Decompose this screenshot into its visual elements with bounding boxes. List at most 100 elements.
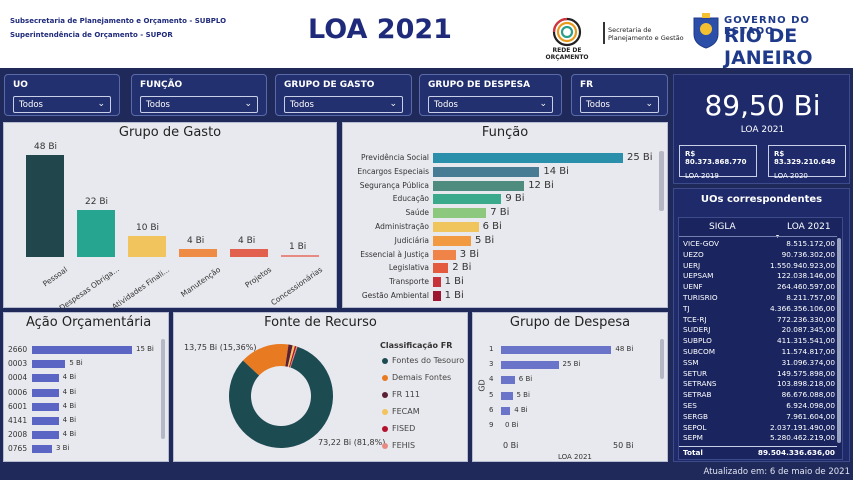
sigla-cell: SUDERJ — [683, 325, 711, 335]
table-row[interactable]: TURISRIO 8.211.757,00 — [679, 293, 837, 303]
bar — [501, 376, 515, 385]
dropdown-value: Todos — [434, 100, 458, 110]
value-cell: 264.460.597,00 — [776, 282, 835, 292]
col-sigla-header[interactable]: SIGLA — [709, 222, 736, 232]
bar — [433, 263, 449, 274]
grupo-despesa-dropdown[interactable]: Todos ⌄ — [428, 96, 553, 113]
value-cell: 7.961.604,00 — [786, 411, 835, 421]
table-row[interactable]: SES 6.924.098,00 — [679, 401, 837, 411]
category-label: Essencial à Justiça — [360, 249, 429, 259]
table-row[interactable]: SETUR 149.575.898,00 — [679, 369, 837, 379]
category-label: Saúde — [405, 208, 430, 218]
uos-panel: UOs correspondentes SIGLA LOA 2021 ▾ VIC… — [673, 188, 850, 462]
donut-slice[interactable] — [287, 345, 295, 368]
bar — [501, 346, 612, 354]
table-row[interactable]: SUBCOM 11.574.817,00 — [679, 347, 837, 357]
bar-value-label: 22 Bi — [85, 197, 108, 208]
category-label: Judiciária — [394, 235, 429, 245]
sigla-cell: SERGB — [683, 411, 708, 421]
table-row[interactable]: UEZO 90.736.302,00 — [679, 250, 837, 260]
bar-value-label: 4 Bi — [62, 430, 77, 439]
sigla-cell: TCE-RJ — [683, 314, 707, 324]
table-row[interactable]: SUBPLO 411.315.541,00 — [679, 336, 837, 346]
legend-label: FISED — [392, 424, 416, 433]
value-cell: 1.550.940.923,00 — [770, 260, 835, 270]
funcao-panel: Função Previdência Social 25 Bi Encargos E… — [342, 122, 668, 308]
kpi-label: LOA 2021 — [740, 125, 785, 135]
chevron-down-icon: ⌄ — [389, 99, 397, 109]
bar — [77, 210, 115, 257]
category-label: 4141 — [8, 416, 28, 425]
scrollbar[interactable] — [161, 339, 165, 439]
donut-slice[interactable] — [285, 344, 293, 367]
bar-value-label: 4 Bi — [62, 387, 77, 396]
bar-value-label: 1 Bi — [289, 241, 307, 252]
bar — [433, 291, 441, 301]
grupo-gasto-dropdown[interactable]: Todos ⌄ — [284, 96, 403, 113]
bar-value-label: 4 Bi — [514, 405, 528, 414]
table-row[interactable]: SSM 31.096.374,00 — [679, 358, 837, 368]
bar-value-label: 6 Bi — [518, 375, 533, 384]
total-label: Total — [683, 448, 703, 457]
table-row[interactable]: SEPM 5.280.462.219,00 — [679, 433, 837, 443]
secretaria-line-1: Secretaria de — [608, 26, 652, 34]
kpi-card: 89,50 Bi LOA 2021 R$ 80.373.868.770 LOA … — [673, 74, 850, 184]
panel-title: Fonte de Recurso — [264, 315, 377, 330]
bar — [433, 194, 502, 205]
table-row[interactable]: UEPSAM 122.038.146,00 — [679, 271, 837, 281]
table-row[interactable]: SETRANS 103.898.218,00 — [679, 379, 837, 389]
filter-label: GRUPO DE DESPESA — [428, 80, 531, 90]
bar-value-label: 5 Bi — [69, 359, 83, 368]
filter-fr: FR Todos ⌄ — [571, 74, 668, 116]
bar — [179, 248, 217, 257]
table-row[interactable]: SERGB 7.961.604,00 — [679, 412, 837, 422]
uo-dropdown[interactable]: Todos ⌄ — [13, 96, 111, 113]
kpi-loa2020: R$ 83.329.210.649 LOA 2020 — [768, 145, 846, 180]
table-row[interactable]: TCE-RJ 772.236.330,00 — [679, 315, 837, 325]
value-cell: 772.236.330,00 — [776, 314, 835, 324]
chevron-down-icon: ⌄ — [539, 99, 547, 109]
donut-slice[interactable] — [289, 345, 297, 368]
bar — [433, 249, 456, 260]
table-row[interactable]: SETRAB 86.676.088,00 — [679, 390, 837, 400]
value-cell: 11.574.817,00 — [781, 347, 835, 356]
filter-grupo-despesa: GRUPO DE DESPESA Todos ⌄ — [419, 74, 562, 116]
tick-50: 50 Bi — [613, 441, 634, 450]
bar — [501, 406, 511, 415]
donut-slice[interactable] — [229, 346, 333, 448]
bar-value-label: 48 Bi — [34, 142, 57, 152]
sigla-cell: SEPM — [683, 433, 703, 443]
scrollbar[interactable] — [659, 151, 664, 211]
funcao-dropdown[interactable]: Todos ⌄ — [140, 96, 258, 113]
table-row[interactable]: UENF 264.460.597,00 — [679, 282, 837, 292]
table-row[interactable]: UERJ 1.550.940.923,00 — [679, 261, 837, 271]
page-title: LOA 2021 — [308, 14, 452, 45]
bar-value-label: 0 Bi — [505, 421, 519, 429]
bar-value-label: 4 Bi — [62, 401, 77, 410]
table-scrollbar[interactable] — [837, 238, 841, 443]
bar-value-label: 10 Bi — [136, 222, 159, 233]
legend-dot — [382, 375, 388, 381]
bar — [32, 346, 132, 354]
small-slice-label: 13,75 Bi (15,36%) — [184, 343, 257, 352]
scrollbar[interactable] — [660, 339, 664, 379]
table-row[interactable]: VICE-GOV 8.515.172,00 — [679, 239, 837, 249]
table-row[interactable]: SUDERJ 20.087.345,00 — [679, 325, 837, 335]
header: Subsecretaria de Planejamento e Orçament… — [0, 0, 853, 69]
donut-slice[interactable] — [242, 344, 289, 376]
bar — [26, 155, 64, 257]
value-cell: 6.924.098,00 — [786, 401, 835, 410]
fr-dropdown[interactable]: Todos ⌄ — [580, 96, 659, 113]
bar — [433, 153, 623, 163]
table-row[interactable]: SEPOL 2.037.191.490,00 — [679, 423, 837, 433]
secretaria-divider — [603, 22, 605, 44]
donut-slice[interactable] — [289, 346, 298, 368]
bar — [32, 374, 59, 383]
bar — [230, 248, 268, 257]
bar — [32, 431, 59, 440]
table-row[interactable]: TJ 4.366.356.106,00 — [679, 304, 837, 314]
header-divider — [679, 236, 837, 237]
col-loa-header[interactable]: LOA 2021 — [787, 222, 831, 232]
bar-value-label: 5 Bi — [516, 390, 530, 399]
loa2020-label: LOA 2020 — [774, 172, 808, 180]
